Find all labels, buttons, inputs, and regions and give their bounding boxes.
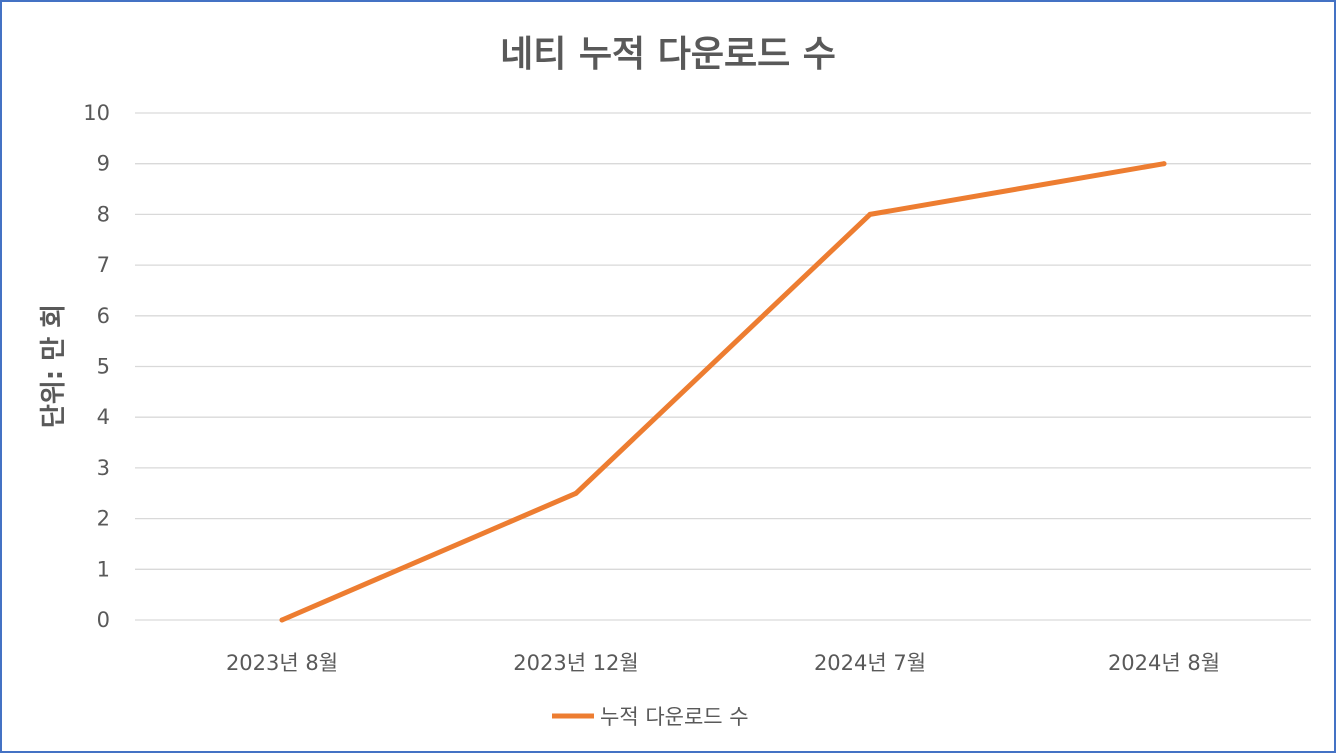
y-tick-label: 8 [97, 202, 110, 226]
legend-label: 누적 다운로드 수 [600, 705, 749, 729]
x-tick-label: 2023년 8월 [226, 651, 338, 675]
y-axis-ticks: 0 1 2 3 4 5 6 7 8 9 10 [83, 101, 110, 632]
data-point [279, 617, 285, 623]
y-tick-label: 4 [97, 405, 110, 429]
x-tick-label: 2023년 12월 [513, 651, 638, 675]
y-tick-label: 3 [97, 456, 110, 480]
y-tick-label: 6 [97, 304, 110, 328]
y-tick-label: 9 [97, 152, 110, 176]
data-point [867, 211, 873, 217]
y-tick-label: 5 [97, 355, 110, 379]
x-tick-label: 2024년 7월 [814, 651, 926, 675]
legend: 누적 다운로드 수 [552, 705, 749, 729]
y-tick-label: 2 [97, 507, 110, 531]
gridlines [135, 112, 1311, 621]
series-line [279, 161, 1167, 623]
x-tick-label: 2024년 8월 [1108, 651, 1220, 675]
data-point [573, 490, 579, 496]
series-layer [279, 161, 1167, 623]
y-axis-label: 단위: 만 회 [39, 304, 69, 428]
y-tick-label: 1 [97, 557, 110, 581]
x-axis-ticks: 2023년 8월 2023년 12월 2024년 7월 2024년 8월 [226, 651, 1220, 675]
y-tick-label: 0 [97, 608, 110, 632]
chart-title: 네티 누적 다운로드 수 [500, 34, 836, 75]
y-tick-label: 10 [83, 101, 110, 125]
y-tick-label: 7 [97, 253, 110, 277]
data-point [1161, 161, 1167, 167]
